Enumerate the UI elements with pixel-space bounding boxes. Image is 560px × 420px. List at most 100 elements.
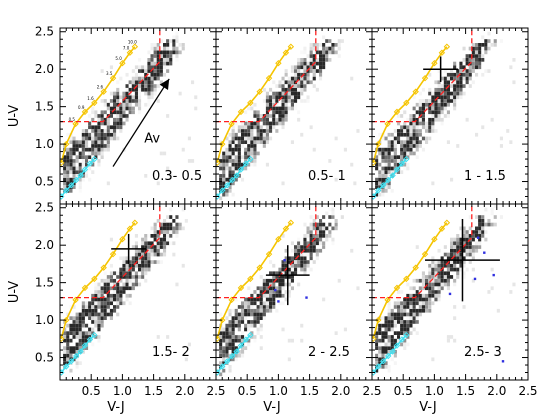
- density-pixel: [147, 260, 151, 264]
- density-pixel: [409, 114, 413, 118]
- density-pixel: [406, 301, 410, 306]
- redshift-range-label: 1 - 1.5: [464, 169, 506, 184]
- density-pixel: [231, 132, 235, 137]
- density-pixel: [72, 144, 76, 148]
- sed-marker: [219, 363, 226, 370]
- density-pixel: [381, 316, 385, 320]
- density-pixel: [475, 230, 479, 234]
- density-pixel: [85, 144, 89, 148]
- density-pixel: [94, 140, 98, 144]
- density-pixel: [97, 117, 101, 122]
- density-pixel: [250, 147, 254, 152]
- density-pixel: [406, 282, 410, 287]
- density-pixel: [244, 140, 248, 144]
- density-pixel: [231, 162, 235, 167]
- density-pixel: [387, 342, 391, 347]
- density-pixel: [66, 185, 70, 189]
- density-pixel: [169, 241, 173, 246]
- density-pixel: [443, 282, 447, 287]
- density-pixel: [144, 271, 148, 276]
- density-pixel: [178, 226, 182, 231]
- density-pixel: [103, 121, 107, 126]
- density-pixel: [484, 207, 488, 212]
- density-pixel: [428, 91, 432, 96]
- density-pixel: [228, 140, 232, 144]
- density-pixel: [103, 102, 107, 107]
- density-pixel: [85, 159, 89, 163]
- density-pixel: [94, 286, 98, 291]
- density-pixel: [509, 140, 513, 144]
- density-pixel: [303, 260, 307, 264]
- density-pixel: [475, 234, 479, 238]
- density-pixel: [125, 278, 129, 283]
- density-pixel: [459, 91, 463, 96]
- density-pixel: [109, 312, 113, 317]
- density-pixel: [443, 69, 447, 73]
- density-pixel: [163, 248, 167, 253]
- density-pixel: [428, 275, 432, 279]
- data-point: [448, 292, 452, 296]
- density-pixel: [119, 114, 123, 118]
- density-pixel: [421, 308, 425, 313]
- density-pixel: [425, 297, 429, 302]
- density-pixel: [425, 305, 429, 309]
- density-pixel: [287, 293, 291, 298]
- density-pixel: [328, 207, 332, 212]
- density-pixel: [69, 338, 73, 343]
- density-pixel: [116, 297, 120, 302]
- density-pixel: [431, 102, 435, 107]
- density-pixel: [265, 282, 269, 287]
- density-pixel: [81, 316, 85, 320]
- density-pixel: [322, 215, 326, 219]
- density-pixel: [468, 65, 472, 70]
- density-pixel: [312, 72, 316, 77]
- density-pixel: [290, 76, 294, 81]
- density-pixel: [166, 61, 170, 66]
- density-pixel: [328, 39, 332, 43]
- density-pixel: [138, 87, 142, 92]
- density-pixel: [393, 305, 397, 309]
- density-pixel: [91, 297, 95, 302]
- sed-marker: [131, 43, 139, 50]
- density-pixel: [75, 144, 79, 148]
- density-pixel: [222, 162, 226, 167]
- density-pixel: [315, 234, 319, 238]
- density-pixel: [134, 65, 138, 70]
- density-pixel: [134, 234, 138, 238]
- density-pixel: [475, 65, 479, 70]
- density-pixel: [97, 121, 101, 126]
- density-pixel: [284, 80, 288, 85]
- density-pixel: [63, 177, 67, 182]
- density-pixel: [253, 102, 257, 107]
- density-pixel: [63, 166, 67, 171]
- density-pixel: [122, 286, 126, 291]
- density-pixel: [415, 308, 419, 313]
- density-pixel: [428, 263, 432, 268]
- density-pixel: [85, 331, 89, 335]
- density-pixel: [284, 256, 288, 261]
- sed-marker: [86, 160, 94, 167]
- density-pixel: [471, 248, 475, 253]
- density-pixel: [406, 155, 410, 159]
- density-pixel: [406, 125, 410, 130]
- density-pixel: [431, 267, 435, 272]
- density-pixel: [100, 114, 104, 118]
- density-pixel: [144, 102, 148, 107]
- density-pixel: [425, 293, 429, 298]
- density-pixel: [381, 170, 385, 174]
- density-pixel: [153, 76, 157, 81]
- density-pixel: [153, 58, 157, 62]
- density-pixel: [172, 46, 176, 51]
- density-pixel: [169, 207, 173, 212]
- density-pixel: [147, 267, 151, 272]
- density-pixel: [144, 237, 148, 242]
- density-pixel: [393, 320, 397, 324]
- x-tick-label: 0.5: [82, 384, 101, 398]
- density-pixel: [390, 170, 394, 174]
- density-pixel: [484, 230, 488, 234]
- density-pixel: [437, 91, 441, 96]
- density-pixel: [78, 327, 82, 332]
- density-pixel: [281, 76, 285, 81]
- density-pixel: [63, 327, 67, 332]
- density-pixel: [312, 219, 316, 223]
